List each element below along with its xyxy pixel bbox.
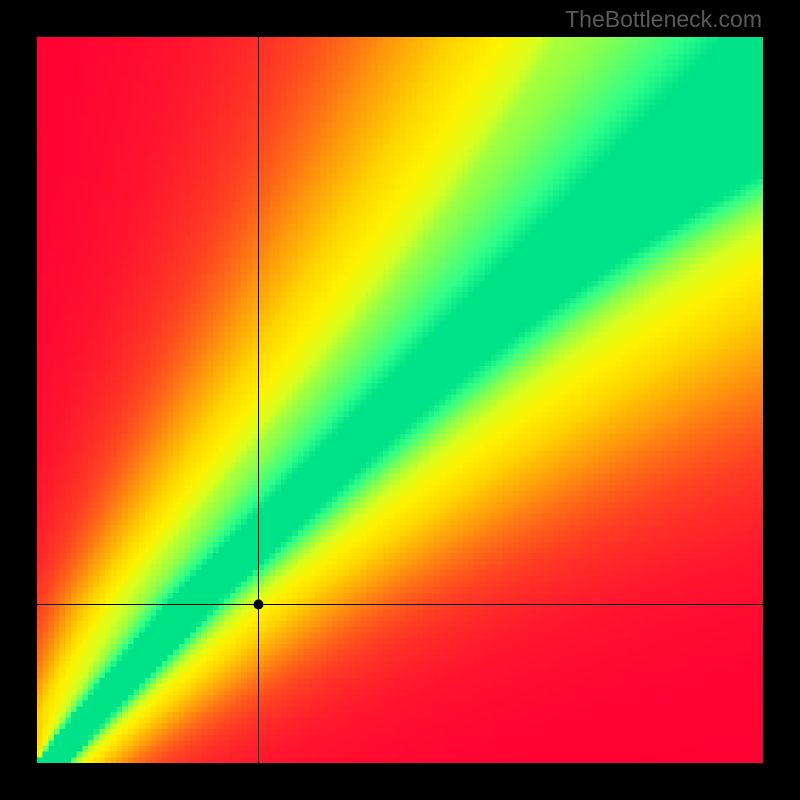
chart-container: TheBottleneck.com bbox=[0, 0, 800, 800]
crosshair-overlay bbox=[37, 37, 763, 763]
watermark-text: TheBottleneck.com bbox=[565, 6, 762, 33]
